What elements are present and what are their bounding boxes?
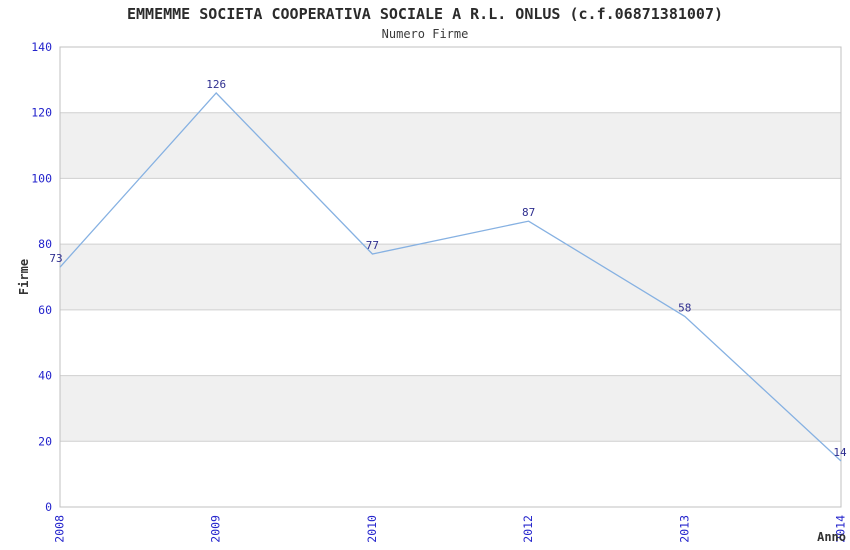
chart-title: EMMEMME SOCIETA COOPERATIVA SOCIALE A R.… xyxy=(126,5,724,23)
x-tick-label: 2009 xyxy=(209,515,223,543)
data-point-label: 77 xyxy=(366,239,379,252)
plot-band xyxy=(60,112,841,179)
x-tick-label: 2010 xyxy=(365,515,379,543)
y-tick-label: 40 xyxy=(38,369,52,383)
y-tick-label: 20 xyxy=(38,434,52,448)
data-point-label: 126 xyxy=(206,78,226,91)
y-tick-label: 80 xyxy=(38,237,52,251)
data-point-label: 58 xyxy=(678,301,691,314)
y-tick-label: 0 xyxy=(45,500,52,514)
data-point-label: 87 xyxy=(522,206,535,219)
y-tick-label: 120 xyxy=(31,106,52,120)
chart-subtitle: Numero Firme xyxy=(381,27,469,41)
x-tick-label: 2013 xyxy=(677,515,691,543)
x-axis-title: Anno xyxy=(817,530,846,544)
series-line xyxy=(59,92,842,462)
data-point-label: 73 xyxy=(49,252,62,265)
y-tick-label: 60 xyxy=(38,303,52,317)
x-tick-label: 2014 xyxy=(834,515,848,543)
y-tick-label: 140 xyxy=(31,40,52,54)
plot-border xyxy=(59,46,842,508)
y-axis-title: Firme xyxy=(17,259,31,295)
plot-band xyxy=(60,375,841,442)
plot-band xyxy=(60,244,841,310)
data-point-label: 14 xyxy=(833,446,847,459)
x-tick-label: 2012 xyxy=(521,515,535,543)
y-tick-label: 100 xyxy=(31,171,52,185)
x-tick-label: 2008 xyxy=(53,515,67,543)
